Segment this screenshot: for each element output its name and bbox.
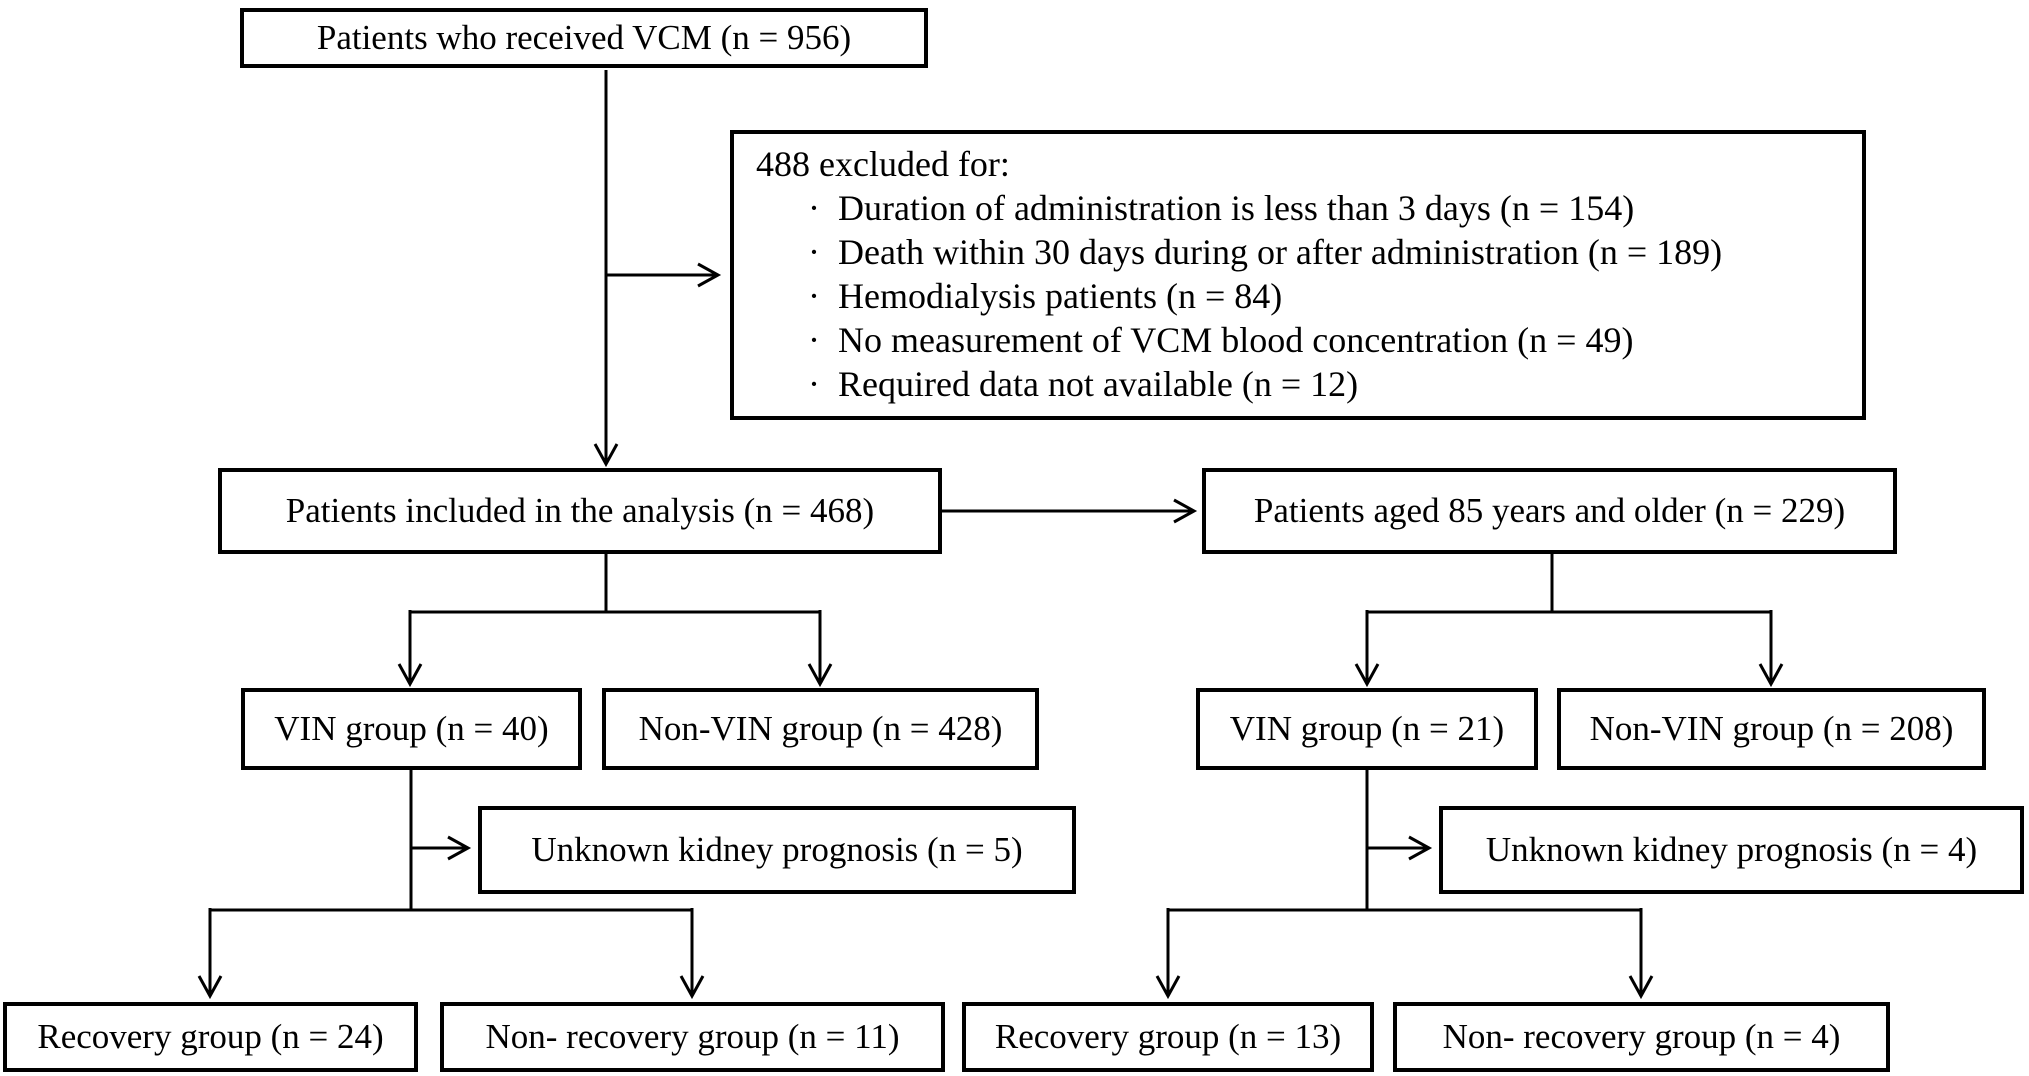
box-vin-group-aged-label: VIN group (n = 21) [1229,708,1505,748]
box-included-analysis-label: Patients included in the analysis (n = 4… [285,490,875,530]
box-unknown-prognosis-aged: Unknown kidney prognosis (n = 4) [1439,806,2024,894]
exclusion-item: · Required data not available (n = 12) [756,362,1842,406]
exclusion-item-text: Duration of administration is less than … [838,188,1635,228]
box-nonvin-group-all: Non-VIN group (n = 428) [602,688,1039,770]
box-excluded: 488 excluded for: · Duration of administr… [730,130,1866,420]
box-nonrecovery-aged: Non- recovery group (n = 4) [1393,1002,1890,1072]
box-aged-85-label: Patients aged 85 years and older (n = 22… [1253,490,1846,530]
box-aged-85: Patients aged 85 years and older (n = 22… [1202,468,1897,554]
exclusion-item-text: Hemodialysis patients (n = 84) [838,276,1283,316]
box-recovery-aged: Recovery group (n = 13) [962,1002,1374,1072]
box-nonrecovery-all: Non- recovery group (n = 11) [440,1002,945,1072]
exclusion-item: · No measurement of VCM blood concentrati… [756,318,1842,362]
box-received-vcm-label: Patients who received VCM (n = 956) [316,17,852,57]
box-nonrecovery-aged-label: Non- recovery group (n = 4) [1442,1016,1841,1056]
bullet-icon: · [808,364,820,404]
box-recovery-all-label: Recovery group (n = 24) [37,1016,384,1056]
exclusion-item-text: Required data not available (n = 12) [838,364,1359,404]
box-nonvin-group-aged: Non-VIN group (n = 208) [1557,688,1986,770]
box-nonrecovery-all-label: Non- recovery group (n = 11) [485,1016,900,1056]
exclusion-item: · Hemodialysis patients (n = 84) [756,274,1842,318]
box-recovery-aged-label: Recovery group (n = 13) [994,1016,1342,1056]
excluded-title: 488 excluded for: [756,144,1010,184]
bullet-icon: · [808,276,820,316]
box-received-vcm: Patients who received VCM (n = 956) [240,8,928,68]
box-vin-group-aged: VIN group (n = 21) [1196,688,1538,770]
box-unknown-prognosis-all-label: Unknown kidney prognosis (n = 5) [531,829,1023,869]
box-recovery-all: Recovery group (n = 24) [3,1002,418,1072]
bullet-icon: · [808,188,820,228]
box-nonvin-group-aged-label: Non-VIN group (n = 208) [1589,708,1954,748]
exclusion-item-text: No measurement of VCM blood concentratio… [838,320,1634,360]
box-nonvin-group-all-label: Non-VIN group (n = 428) [638,708,1003,748]
bullet-icon: · [808,320,820,360]
box-unknown-prognosis-aged-label: Unknown kidney prognosis (n = 4) [1485,829,1978,869]
box-unknown-prognosis-all: Unknown kidney prognosis (n = 5) [478,806,1076,894]
bullet-icon: · [808,232,820,272]
exclusion-item: · Duration of administration is less than… [756,186,1842,230]
exclusion-item-text: Death within 30 days during or after adm… [838,232,1723,272]
box-vin-group-all-label: VIN group (n = 40) [274,708,549,748]
box-vin-group-all: VIN group (n = 40) [241,688,582,770]
box-included-analysis: Patients included in the analysis (n = 4… [218,468,942,554]
exclusion-item: · Death within 30 days during or after ad… [756,230,1842,274]
